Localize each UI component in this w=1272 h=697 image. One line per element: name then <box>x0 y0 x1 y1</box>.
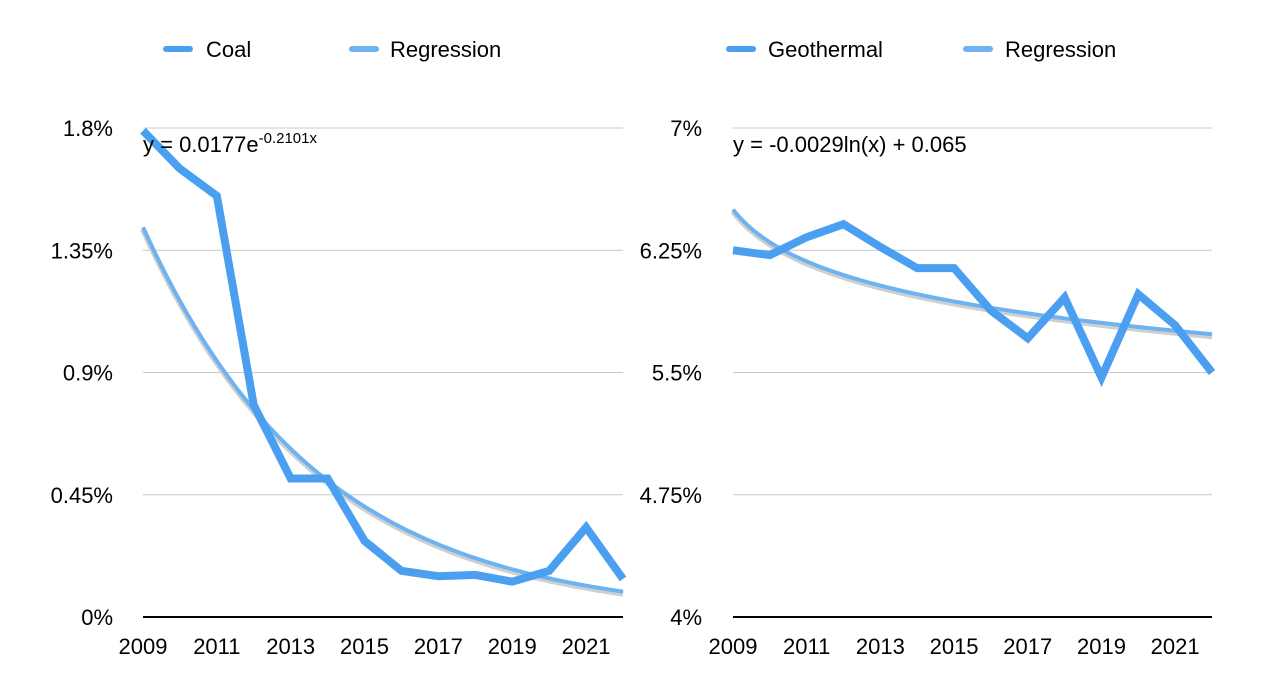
y-tick-label: 4.75% <box>640 483 702 508</box>
y-tick-label: 6.25% <box>640 238 702 263</box>
x-tick-label: 2019 <box>1077 634 1126 659</box>
series-line-geothermal <box>732 219 1216 388</box>
chart-panel-1: Coal Regression 0% 0.45% 0.9% 1.35% 1.8% 2009 20… <box>51 37 627 659</box>
y-tick-label: 0.45% <box>51 483 113 508</box>
y-tick-label: 4% <box>670 605 702 630</box>
y-tick-label: 0% <box>81 605 113 630</box>
regression-shadow <box>730 209 1213 340</box>
legend-label-2: Regression <box>1005 37 1116 62</box>
x-tick-label: 2011 <box>783 634 830 659</box>
legend-label-1: Geothermal <box>768 37 883 62</box>
x-tick-label: 2015 <box>930 634 979 659</box>
regression-line <box>141 226 624 594</box>
series-line-coal <box>140 127 627 586</box>
x-tick-label: 2017 <box>1003 634 1052 659</box>
chart-panel-2: Geothermal Regression 4% 4.75% 5.5% 6.25% 7% 20… <box>640 37 1216 659</box>
y-tick-label: 5.5% <box>652 361 702 386</box>
x-tick-label: 2013 <box>266 634 315 659</box>
legend-label-2: Regression <box>390 37 501 62</box>
y-tick-label: 7% <box>670 116 702 141</box>
y-tick-label: 0.9% <box>63 361 113 386</box>
regression-shadow <box>140 228 624 597</box>
x-tick-label: 2019 <box>488 634 537 659</box>
x-tick-label: 2009 <box>709 634 758 659</box>
y-tick-label: 1.35% <box>51 238 113 263</box>
x-tick-label: 2015 <box>340 634 389 659</box>
regression-equation: y = -0.0029ln(x) + 0.065 <box>733 132 967 157</box>
x-tick-label: 2009 <box>119 634 168 659</box>
y-tick-label: 1.8% <box>63 116 113 141</box>
x-tick-label: 2021 <box>1151 634 1200 659</box>
regression-line <box>731 208 1213 337</box>
legend-label-1: Coal <box>206 37 251 62</box>
x-tick-label: 2013 <box>856 634 905 659</box>
regression-equation: y = 0.0177e-0.2101x <box>143 130 317 157</box>
regression-exponent: -0.2101x <box>259 130 318 147</box>
x-tick-label: 2021 <box>562 634 611 659</box>
x-tick-label: 2017 <box>414 634 463 659</box>
x-tick-label: 2011 <box>193 634 240 659</box>
